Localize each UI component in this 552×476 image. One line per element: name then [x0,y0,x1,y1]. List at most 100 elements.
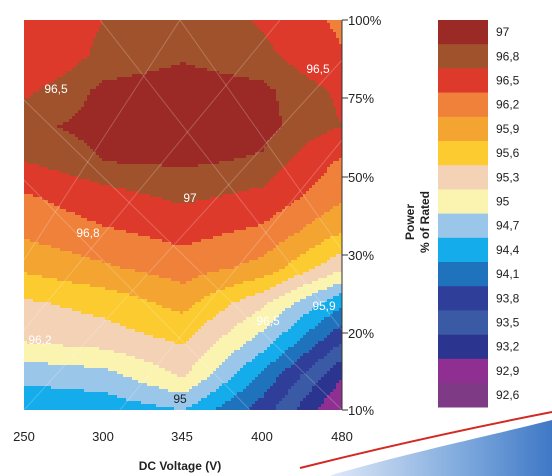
contour-cell [144,71,148,75]
contour-cell [171,35,175,39]
contour-cell [324,68,328,72]
contour-cell [54,104,58,108]
contour-cell [228,101,232,105]
contour-cell [96,35,100,39]
contour-cell [315,29,319,33]
contour-cell [237,92,241,96]
contour-cell [267,56,271,60]
contour-cell [144,68,148,72]
contour-cell [42,32,46,36]
contour-cell [309,95,313,99]
contour-cell [213,98,217,102]
contour-cell [204,71,208,75]
contour-cell [252,44,256,48]
contour-cell [225,98,229,102]
contour-cell [234,29,238,33]
contour-cell [186,62,190,66]
contour-cell [207,26,211,30]
contour-cell [69,26,73,30]
contour-cell [273,92,277,96]
contour-cell [48,32,52,36]
contour-cell [180,23,184,27]
contour-cell [195,32,199,36]
contour-cell [276,26,280,30]
contour-cell [93,68,97,72]
contour-cell [204,89,208,93]
contour-cell [153,32,157,36]
contour-cell [324,44,328,48]
contour-cell [231,32,235,36]
contour-cell [312,101,316,105]
contour-cell [150,86,154,90]
contour-cell [336,32,340,36]
contour-cell [255,68,259,72]
contour-cell [222,20,226,24]
contour-cell [195,65,199,69]
contour-cell [168,50,172,54]
contour-cell [162,107,166,111]
contour-cell [261,68,265,72]
contour-cell [42,23,46,27]
contour-cell [339,50,342,54]
contour-cell [144,38,148,42]
contour-cell [108,23,112,27]
contour-cell [216,59,220,63]
contour-cell [120,92,124,96]
contour-cell [180,98,184,102]
contour-cell [177,41,181,45]
contour-cell [300,41,304,45]
contour-cell [276,86,280,90]
contour-cell [225,89,229,93]
contour-cell [204,62,208,66]
contour-cell [330,98,334,102]
contour-cell [156,83,160,87]
contour-cell [96,53,100,57]
contour-cell [309,59,313,63]
contour-cell [264,38,268,42]
contour-cell [291,32,295,36]
contour-cell [237,71,241,75]
contour-cell [138,95,142,99]
contour-cell [171,71,175,75]
contour-cell [330,86,334,90]
contour-cell [231,80,235,84]
contour-cell [66,71,70,75]
contour-cell [174,74,178,78]
contour-cell [48,80,52,84]
contour-cell [237,35,241,39]
contour-cell [90,65,94,69]
contour-cell [246,89,250,93]
contour-cell [96,86,100,90]
contour-cell [90,92,94,96]
contour-cell [273,74,277,78]
contour-cell [255,62,259,66]
contour-cell [174,26,178,30]
contour-cell [105,56,109,60]
contour-cell [36,65,40,69]
contour-cell [132,74,136,78]
contour-cell [87,95,91,99]
contour-cell [114,53,118,57]
contour-cell [132,35,136,39]
contour-cell [237,83,241,87]
contour-cell [306,62,310,66]
contour-cell [183,98,187,102]
contour-cell [33,44,37,48]
contour-cell [213,32,217,36]
contour-cell [138,50,142,54]
contour-cell [276,80,280,84]
contour-cell [81,32,85,36]
contour-cell [168,107,172,111]
contour-cell [171,62,175,66]
contour-cell [99,56,103,60]
contour-cell [39,80,43,84]
contour-cell [90,77,94,81]
contour-cell [144,41,148,45]
contour-cell [126,95,130,99]
contour-cell [312,50,316,54]
contour-cell [339,59,342,63]
contour-cell [258,95,262,99]
contour-cell [75,107,79,111]
contour-cell [270,89,274,93]
contour-cell [150,74,154,78]
